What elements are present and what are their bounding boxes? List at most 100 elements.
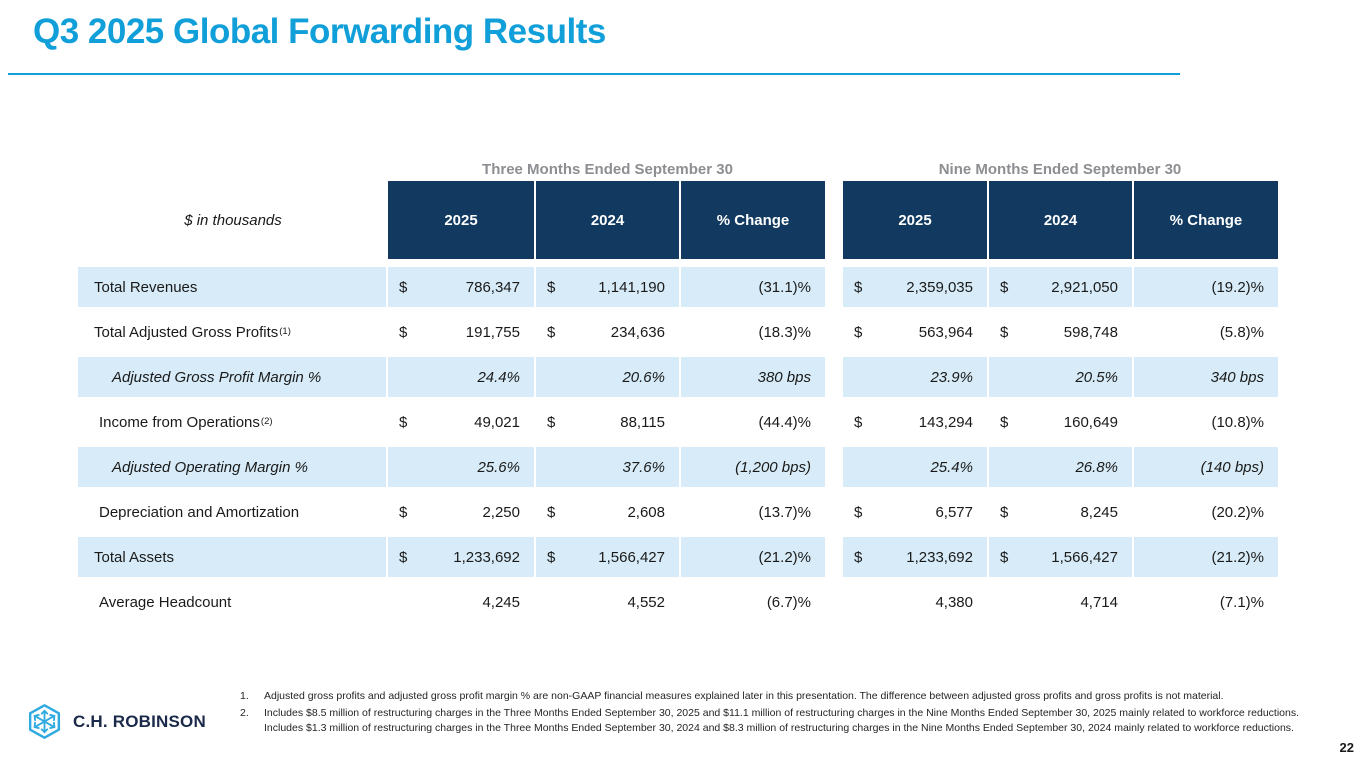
- hexagon-arrows-logo-icon: [26, 703, 63, 740]
- cell-value: (13.7)%: [758, 503, 811, 521]
- cell-value: 1,233,692: [453, 548, 520, 566]
- pct-change-cell: (19.2)%: [1134, 267, 1278, 312]
- row-label-text: Income from Operations: [99, 413, 260, 431]
- dollar-sign: $: [854, 278, 863, 296]
- pct-change-cell: (31.1)%: [681, 267, 825, 312]
- chr-logo: C.H. ROBINSON: [26, 703, 206, 740]
- row-label: Adjusted Gross Profit Margin %: [78, 357, 388, 402]
- column-header-3m-2024: 2024: [536, 181, 681, 267]
- cell-value: (21.2)%: [758, 548, 811, 566]
- cell-value: 25.6%: [477, 458, 520, 476]
- cell-value: 88,115: [620, 413, 665, 431]
- dollar-sign: $: [399, 503, 408, 521]
- group-gap: [825, 537, 843, 582]
- footnote-number: 2.: [240, 706, 249, 719]
- cell-value: (19.2)%: [1211, 278, 1264, 296]
- footnote-item: 2. Includes $8.5 million of restructurin…: [240, 706, 1320, 736]
- value-cell: 20.6%: [536, 357, 681, 402]
- cell-value: (44.4)%: [758, 413, 811, 431]
- cell-value: 1,566,427: [598, 548, 665, 566]
- cell-value: 20.5%: [1075, 368, 1118, 386]
- row-label: Total Revenues: [78, 267, 388, 312]
- cell-value: 340 bps: [1210, 368, 1264, 386]
- dollar-sign: $: [547, 413, 556, 431]
- value-cell: $563,964: [843, 312, 989, 357]
- row-label-text: Adjusted Operating Margin %: [112, 458, 308, 476]
- value-cell: $88,115: [536, 402, 681, 447]
- cell-value: (18.3)%: [758, 323, 811, 341]
- pct-change-cell: (5.8)%: [1134, 312, 1278, 357]
- value-cell: $2,921,050: [989, 267, 1134, 312]
- cell-value: 160,649: [1063, 413, 1118, 431]
- value-cell: $1,566,427: [989, 537, 1134, 582]
- value-cell: 23.9%: [843, 357, 989, 402]
- cell-value: (1,200 bps): [735, 458, 811, 476]
- pct-change-cell: (10.8)%: [1134, 402, 1278, 447]
- value-cell: 4,245: [388, 582, 536, 627]
- cell-value: 563,964: [918, 323, 973, 341]
- row-label: Total Assets: [78, 537, 388, 582]
- cell-value: 4,380: [935, 593, 973, 611]
- dollar-sign: $: [1000, 413, 1009, 431]
- group-gap: [825, 492, 843, 537]
- cell-value: 1,233,692: [906, 548, 973, 566]
- value-cell: $191,755: [388, 312, 536, 357]
- value-cell: 20.5%: [989, 357, 1134, 402]
- cell-value: 1,566,427: [1051, 548, 1118, 566]
- value-cell: 24.4%: [388, 357, 536, 402]
- pct-change-cell: (140 bps): [1134, 447, 1278, 492]
- pct-change-cell: (18.3)%: [681, 312, 825, 357]
- column-header-3m-pct-change: % Change: [681, 181, 825, 267]
- value-cell: 37.6%: [536, 447, 681, 492]
- row-label-text: Total Adjusted Gross Profits: [94, 323, 279, 341]
- value-cell: $598,748: [989, 312, 1134, 357]
- dollar-sign: $: [854, 548, 863, 566]
- cell-value: 2,608: [627, 503, 665, 521]
- column-header-9m-pct-change: % Change: [1134, 181, 1278, 267]
- group-gap: [825, 312, 843, 357]
- column-header-9m-2024: 2024: [989, 181, 1134, 267]
- row-label-text: Total Assets: [94, 548, 175, 566]
- cell-value: 23.9%: [930, 368, 973, 386]
- row-label-text: Total Revenues: [94, 278, 198, 296]
- cell-value: (5.8)%: [1219, 323, 1264, 341]
- chr-logo-text: C.H. ROBINSON: [73, 711, 206, 731]
- cell-value: (10.8)%: [1211, 413, 1264, 431]
- cell-value: 143,294: [918, 413, 973, 431]
- group-gap: [825, 267, 843, 312]
- dollar-sign: $: [1000, 323, 1009, 341]
- value-cell: $49,021: [388, 402, 536, 447]
- value-cell: 4,552: [536, 582, 681, 627]
- cell-value: 4,552: [627, 593, 665, 611]
- cell-value: 1,141,190: [598, 278, 665, 296]
- row-label: Average Headcount: [78, 582, 388, 627]
- cell-value: (21.2)%: [1211, 548, 1264, 566]
- title-underline: [8, 73, 1180, 75]
- cell-value: 2,921,050: [1051, 278, 1118, 296]
- value-cell: $234,636: [536, 312, 681, 357]
- pct-change-cell: (21.2)%: [681, 537, 825, 582]
- value-cell: $160,649: [989, 402, 1134, 447]
- pct-change-cell: 340 bps: [1134, 357, 1278, 402]
- group-gap: [825, 447, 843, 492]
- cell-value: 25.4%: [930, 458, 973, 476]
- value-cell: $143,294: [843, 402, 989, 447]
- row-label-text: Adjusted Gross Profit Margin %: [112, 368, 322, 386]
- cell-value: (31.1)%: [758, 278, 811, 296]
- row-label: Adjusted Operating Margin %: [78, 447, 388, 492]
- value-cell: $2,250: [388, 492, 536, 537]
- pct-change-cell: (6.7)%: [681, 582, 825, 627]
- pct-change-cell: (13.7)%: [681, 492, 825, 537]
- period-header-three-months: Three Months Ended September 30: [482, 161, 733, 178]
- cell-value: (6.7)%: [766, 593, 811, 611]
- cell-value: (20.2)%: [1211, 503, 1264, 521]
- cell-value: 20.6%: [622, 368, 665, 386]
- pct-change-cell: (20.2)%: [1134, 492, 1278, 537]
- period-header-nine-months: Nine Months Ended September 30: [938, 161, 1182, 178]
- cell-value: 234,636: [610, 323, 665, 341]
- row-label-text: Average Headcount: [99, 593, 232, 611]
- dollar-sign: $: [854, 323, 863, 341]
- value-cell: $1,233,692: [388, 537, 536, 582]
- value-cell: 25.4%: [843, 447, 989, 492]
- value-cell: 4,380: [843, 582, 989, 627]
